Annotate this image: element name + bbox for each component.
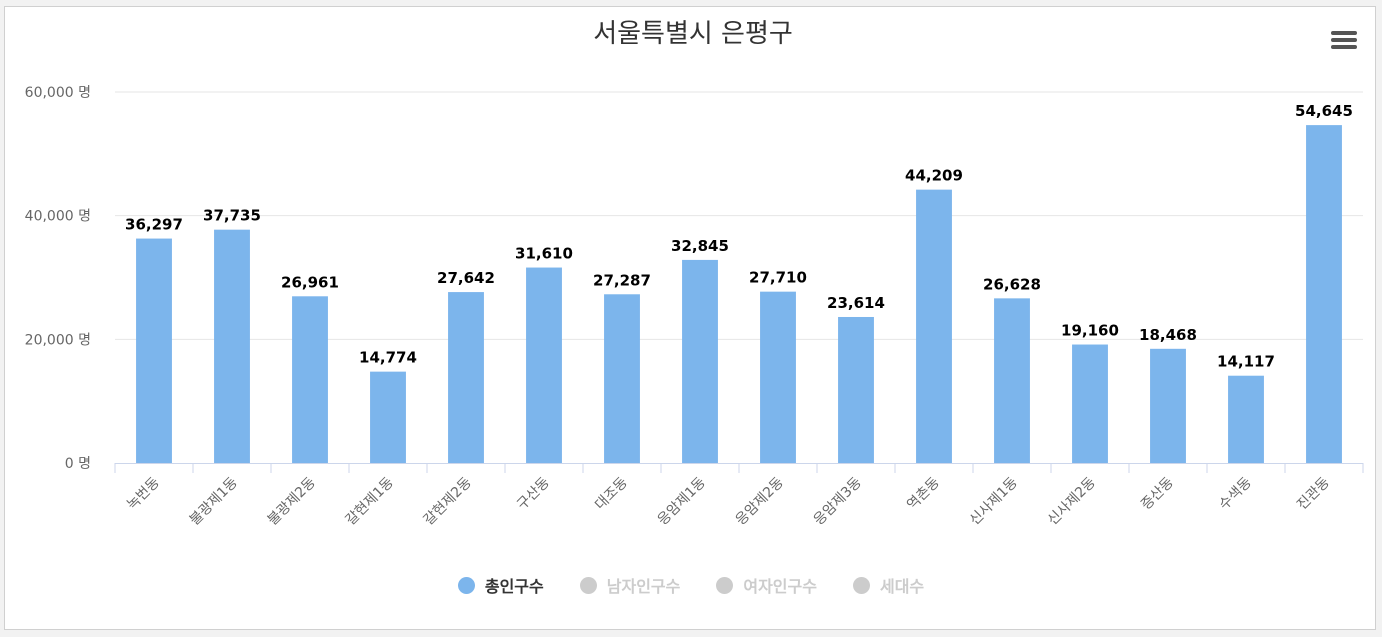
legend-item-male-population[interactable]: 남자인구수 bbox=[579, 573, 681, 597]
bar bbox=[136, 238, 172, 463]
x-axis-tick-labels: 녹번동 불광제1동 불광제2동 갈현제1동 갈현제2동 구산동 대조동 응암제1동 응암제2동 응… bbox=[124, 474, 1333, 528]
chart-title: 서울특별시 은평구 bbox=[593, 19, 793, 49]
data-label: 54,645 bbox=[1295, 102, 1353, 120]
data-label: 23,614 bbox=[827, 294, 885, 312]
data-label: 44,209 bbox=[905, 167, 963, 185]
y-axis-tick-labels: 0 명 20,000 명 40,000 명 60,000 명 bbox=[25, 85, 91, 472]
x-tick-label: 대조동 bbox=[592, 474, 631, 513]
bar bbox=[214, 229, 250, 463]
bars bbox=[136, 125, 1342, 463]
bar bbox=[370, 371, 406, 463]
legend-item-female-population[interactable]: 여자인구수 bbox=[716, 573, 817, 597]
bar bbox=[916, 189, 952, 463]
legend-dot-icon bbox=[716, 576, 734, 594]
x-tick-label: 불광제2동 bbox=[265, 474, 319, 528]
legend-label: 여자인구수 bbox=[743, 577, 817, 596]
bar bbox=[838, 316, 874, 463]
bar bbox=[526, 267, 562, 463]
x-tick-label: 응암제1동 bbox=[655, 474, 709, 528]
legend-dot-icon bbox=[579, 576, 597, 594]
chart-legend: 총인구수 남자인구수 여자인구수 세대수 bbox=[5, 573, 1377, 597]
x-tick-label: 증산동 bbox=[1138, 474, 1177, 513]
bar bbox=[1228, 375, 1264, 463]
x-tick-label: 진관동 bbox=[1294, 474, 1333, 513]
data-label: 32,845 bbox=[671, 237, 729, 255]
bar bbox=[1150, 348, 1186, 463]
data-label: 36,297 bbox=[125, 216, 183, 234]
x-tick-label: 구산동 bbox=[514, 474, 553, 513]
data-label: 14,774 bbox=[359, 349, 417, 367]
x-tick-label: 응암제2동 bbox=[733, 474, 787, 528]
legend-dot-icon bbox=[852, 576, 870, 594]
legend-label: 남자인구수 bbox=[606, 577, 681, 596]
bar bbox=[448, 292, 484, 463]
data-label: 27,642 bbox=[437, 269, 495, 287]
hamburger-menu-icon bbox=[1331, 31, 1357, 35]
x-tick-label: 역촌동 bbox=[904, 474, 943, 513]
data-label: 19,160 bbox=[1061, 322, 1119, 340]
chart-menu-button[interactable] bbox=[1331, 31, 1357, 53]
data-label: 37,735 bbox=[203, 207, 261, 225]
data-label: 26,628 bbox=[983, 275, 1041, 293]
data-label: 27,710 bbox=[749, 269, 807, 287]
chart-container: 서울특별시 은평구 0 명 20,000 명 40,000 명 60,000 명 36… bbox=[4, 6, 1376, 630]
bar bbox=[1072, 344, 1108, 463]
bar bbox=[760, 291, 796, 463]
data-label: 27,287 bbox=[593, 271, 651, 289]
hamburger-menu-icon-line bbox=[1331, 38, 1357, 42]
y-tick-label: 60,000 명 bbox=[25, 85, 91, 101]
x-tick-label: 신사제2동 bbox=[1045, 474, 1099, 528]
bar bbox=[292, 296, 328, 463]
y-tick-label: 20,000 명 bbox=[25, 332, 91, 348]
hamburger-menu-icon-line bbox=[1331, 45, 1357, 49]
legend-label: 세대수 bbox=[879, 577, 925, 596]
x-tick-label: 녹번동 bbox=[124, 474, 163, 513]
bar bbox=[1306, 125, 1342, 463]
data-label: 31,610 bbox=[515, 245, 573, 263]
legend-item-households[interactable]: 세대수 bbox=[852, 573, 925, 597]
data-label: 26,961 bbox=[281, 273, 339, 291]
x-tick-label: 불광제1동 bbox=[187, 474, 241, 528]
bar bbox=[994, 298, 1030, 463]
y-tick-label: 0 명 bbox=[65, 456, 91, 472]
x-tick-label: 응암제3동 bbox=[811, 474, 865, 528]
data-label: 14,117 bbox=[1217, 353, 1275, 371]
bar bbox=[682, 259, 718, 463]
x-tick-label: 수색동 bbox=[1216, 474, 1255, 513]
chart-svg: 서울특별시 은평구 0 명 20,000 명 40,000 명 60,000 명 36… bbox=[25, 19, 1364, 529]
x-tick-label: 갈현제2동 bbox=[421, 474, 475, 528]
legend-item-total-population[interactable]: 총인구수 bbox=[457, 573, 544, 597]
x-tick-label: 신사제1동 bbox=[967, 474, 1021, 528]
x-axis bbox=[114, 463, 1364, 473]
x-tick-label: 갈현제1동 bbox=[343, 474, 397, 528]
bar bbox=[604, 294, 640, 463]
legend-dot-icon bbox=[457, 576, 475, 594]
data-label: 18,468 bbox=[1139, 326, 1197, 344]
legend-label: 총인구수 bbox=[484, 577, 544, 596]
data-labels: 36,297 37,735 26,961 14,774 27,642 31,610 27,2… bbox=[125, 102, 1353, 371]
y-tick-label: 40,000 명 bbox=[25, 209, 91, 225]
